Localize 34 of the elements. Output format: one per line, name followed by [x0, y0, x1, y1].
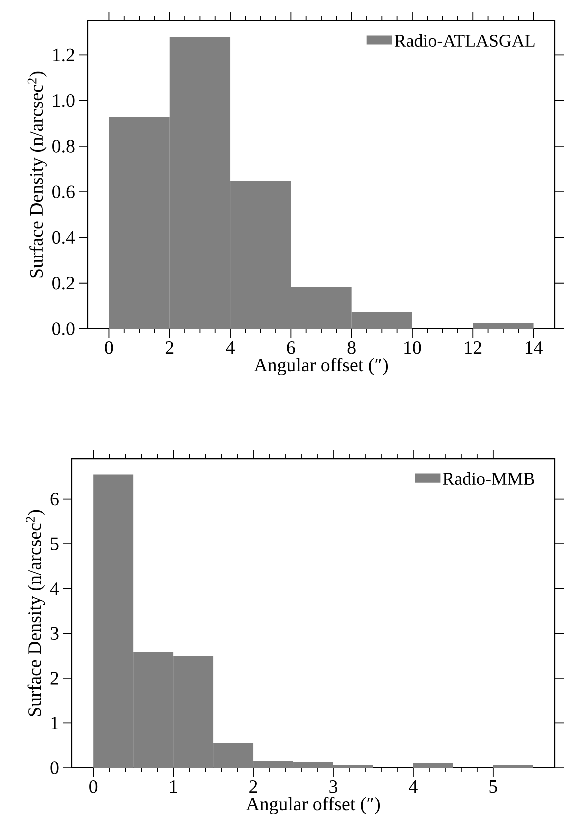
y-tick-label: 0 — [50, 762, 59, 774]
y-tick-label: 4 — [50, 582, 60, 596]
y-axis-title: Surface Density (n/arcsec$^{2}$) — [26, 510, 46, 716]
x-tick-label: 1 — [170, 780, 178, 794]
y-tick-label: 0.0 — [52, 322, 75, 336]
x-tick-label: 2 — [250, 780, 258, 794]
legend-label: Radio-MMB — [443, 472, 534, 486]
x-tick-label: 14 — [526, 342, 543, 354]
x-tick-label: 6 — [287, 342, 296, 354]
x-axis-title: Angular offset (″) — [254, 358, 388, 376]
y-tick-label: 6 — [50, 492, 59, 506]
x-tick-label: 3 — [330, 780, 338, 794]
x-tick-label: 0 — [90, 780, 98, 794]
x-tick-label: 4 — [226, 342, 235, 354]
x-tick-label: 4 — [409, 780, 418, 793]
x-tick-label: 2 — [166, 342, 174, 354]
y-tick-label: 0.6 — [52, 186, 75, 199]
y-axis-title: Surface Density (n/arcsec$^{2}$) — [28, 72, 47, 278]
y-tick-label: 5 — [51, 538, 59, 550]
y-tick-label: 1.2 — [53, 48, 74, 62]
y-tick-label: 0.4 — [52, 231, 76, 244]
y-tick-label: 3 — [50, 627, 59, 640]
x-tick-label: 8 — [348, 342, 356, 354]
y-tick-label: 0.2 — [52, 276, 74, 290]
x-tick-label: 0 — [105, 342, 114, 354]
y-tick-label: 0.8 — [52, 140, 75, 153]
y-tick-label: 2 — [50, 672, 58, 685]
x-tick-label: 10 — [404, 342, 422, 354]
x-axis-title: Angular offset (″) — [246, 797, 380, 815]
x-tick-label: 12 — [465, 342, 482, 354]
legend-label: Radio-ATLASGAL — [394, 34, 535, 48]
y-tick-label: 1 — [52, 716, 58, 730]
y-tick-label: 1.0 — [53, 94, 75, 108]
x-tick-label: 5 — [490, 780, 498, 794]
